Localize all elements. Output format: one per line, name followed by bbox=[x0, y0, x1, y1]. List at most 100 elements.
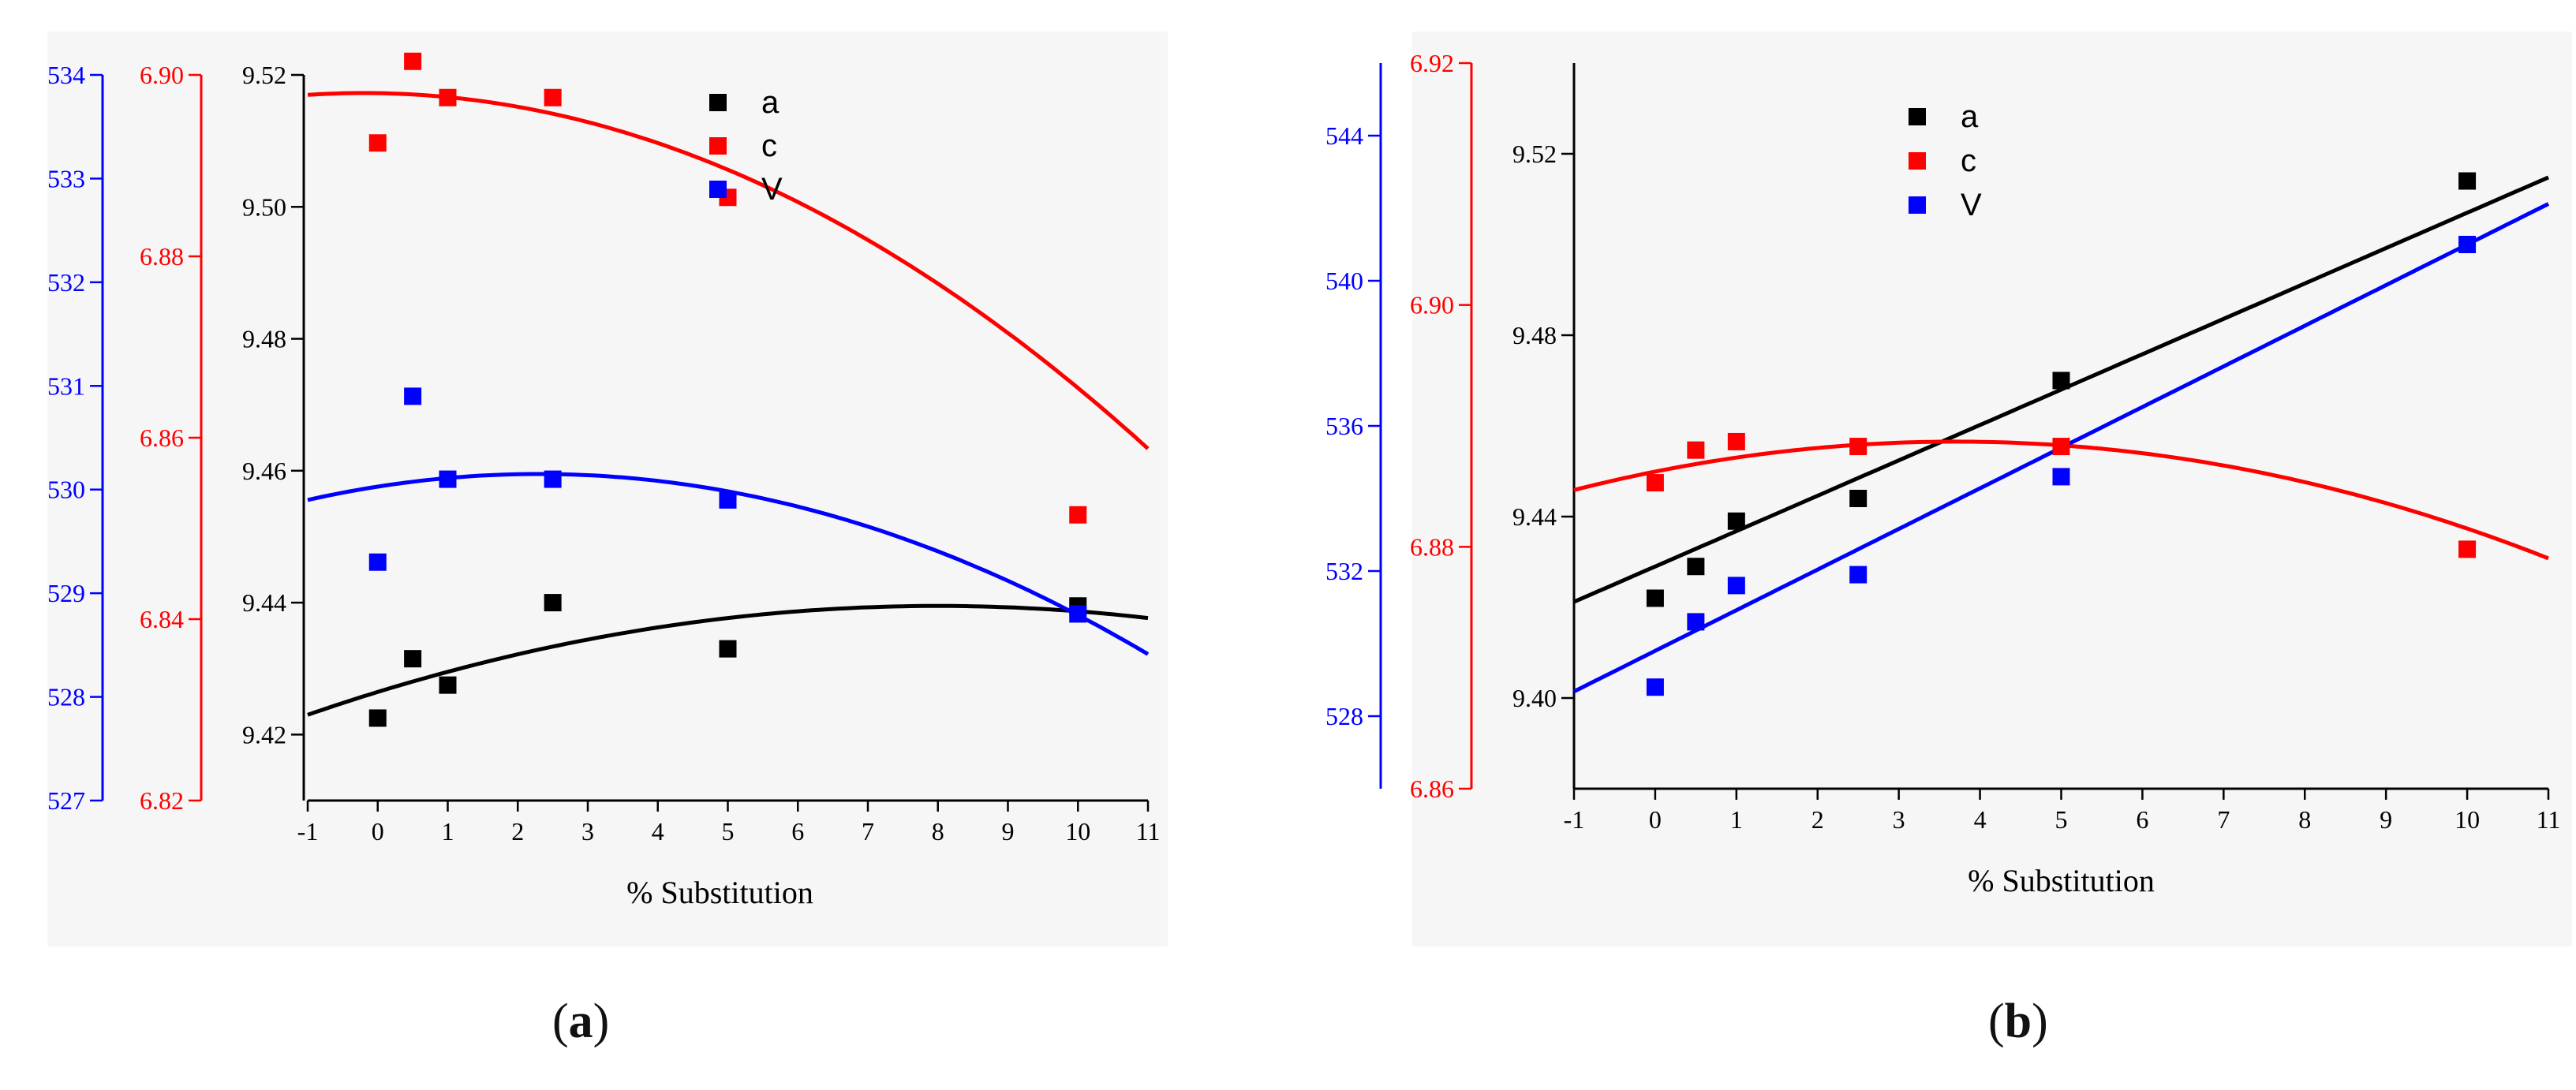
chart-b-point-a bbox=[2052, 371, 2070, 390]
chart-a-x-tick-label: 0 bbox=[372, 817, 384, 845]
chart-a-point-a bbox=[404, 650, 422, 668]
chart-panel-b: -1 0 1 2 3 4 5 6 7 8 9 10 11 % Substitution 9.40 9.44 9.… bbox=[1325, 32, 2572, 946]
chart-a-y-tick-label-V: 534 bbox=[47, 61, 85, 89]
chart-a-y-tick-label-c: 6.90 bbox=[140, 61, 184, 89]
chart-b-x-tick-label: 2 bbox=[1811, 805, 1824, 834]
chart-b-point-c bbox=[1727, 432, 1745, 450]
chart-b-x-tick-label: 10 bbox=[2454, 805, 2480, 834]
chart-b-x-tick-label: 6 bbox=[2136, 805, 2148, 834]
chart-panel-a: -1 0 1 2 3 4 5 6 7 8 9 10 11 % Substitution 9.42 9.44 9.… bbox=[47, 32, 1168, 946]
chart-a-x-tick-label: 1 bbox=[442, 817, 454, 845]
chart-a-fit-line-c bbox=[307, 91, 1150, 450]
chart-b-x-tick-label: 7 bbox=[2217, 805, 2230, 834]
chart-a-x-tick-label: 9 bbox=[1002, 817, 1015, 845]
chart-b-legend-marker-c bbox=[1909, 152, 1926, 170]
chart-b-point-V bbox=[2052, 468, 2070, 486]
chart-a-legend-label-a: a bbox=[761, 85, 780, 120]
chart-a-x-tick-label: 7 bbox=[862, 817, 874, 845]
caption-a-letter: a bbox=[568, 995, 593, 1048]
chart-b-svg: -1 0 1 2 3 4 5 6 7 8 9 10 11 % Substitution 9.40 9.44 9.… bbox=[1325, 49, 2561, 898]
chart-a-point-V bbox=[368, 553, 387, 571]
chart-a-legend-marker-c bbox=[709, 137, 727, 155]
chart-a-point-c bbox=[1069, 506, 1087, 524]
chart-a-point-c bbox=[439, 88, 457, 106]
chart-b-point-V bbox=[1687, 613, 1705, 631]
chart-b-point-c bbox=[1646, 474, 1664, 492]
chart-b-y-tick-label-c: 6.88 bbox=[1410, 532, 1454, 561]
chart-b-point-V bbox=[1646, 678, 1664, 696]
chart-b-y-tick-label-c: 6.92 bbox=[1410, 49, 1454, 77]
chart-a-point-V bbox=[544, 470, 562, 488]
chart-b-x-axis-label: % Substitution bbox=[1968, 863, 2155, 898]
chart-b-fit-line-c bbox=[1573, 439, 2549, 561]
chart-a-y-tick-label-a: 9.44 bbox=[242, 588, 286, 617]
chart-b-legend-label-V: V bbox=[1961, 188, 1982, 222]
chart-a-y-tick-label-V: 531 bbox=[47, 371, 85, 400]
chart-b-x-tick-label: -1 bbox=[1564, 805, 1585, 834]
chart-a-point-a bbox=[544, 594, 562, 612]
chart-b-legend-label-c: c bbox=[1961, 144, 1976, 178]
chart-a-y-tick-label-a: 9.52 bbox=[242, 61, 286, 89]
chart-a-y-tick-label-a: 9.46 bbox=[242, 457, 286, 485]
chart-a-point-c bbox=[368, 134, 387, 152]
chart-b-y-tick-label-V: 532 bbox=[1325, 557, 1363, 585]
chart-a-y-tick-label-a: 9.42 bbox=[242, 720, 286, 748]
chart-a-point-V bbox=[1069, 605, 1087, 623]
chart-a-y-tick-label-c: 6.84 bbox=[140, 605, 184, 633]
chart-a-y-tick-label-V: 532 bbox=[47, 268, 85, 297]
chart-b-fit-line-a bbox=[1572, 175, 2550, 604]
chart-b-point-a bbox=[1849, 490, 1868, 507]
chart-a-legend-label-c: c bbox=[761, 129, 777, 163]
chart-a-y-tick-label-c: 6.82 bbox=[140, 786, 184, 815]
chart-a-x-tick-label: -1 bbox=[297, 817, 319, 845]
chart-b-x-tick-label: 8 bbox=[2298, 805, 2311, 834]
chart-b-point-a bbox=[2458, 172, 2477, 190]
chart-b-y-tick-label-c: 6.86 bbox=[1410, 775, 1454, 803]
chart-a-point-a bbox=[719, 640, 737, 658]
chart-a-x-tick-label: 2 bbox=[511, 817, 524, 845]
chart-a-legend-marker-a bbox=[709, 94, 727, 111]
caption-b-letter: b bbox=[2004, 995, 2032, 1048]
chart-b-point-c bbox=[2052, 438, 2070, 456]
chart-a-y-tick-label-a: 9.50 bbox=[242, 192, 286, 221]
chart-b-x-tick-label: 3 bbox=[1893, 805, 1905, 834]
chart-b-point-a bbox=[1646, 589, 1664, 607]
caption-b: (b) bbox=[1988, 995, 2048, 1048]
chart-a-point-V bbox=[404, 387, 422, 405]
chart-a-x-axis-label: % Substitution bbox=[626, 875, 813, 910]
chart-b-legend-label-a: a bbox=[1961, 99, 1979, 134]
chart-b-y-tick-label-V: 544 bbox=[1325, 121, 1363, 150]
chart-b-legend-marker-a bbox=[1909, 108, 1926, 125]
chart-a-y-tick-label-c: 6.88 bbox=[140, 242, 184, 271]
chart-b-y-tick-label-V: 536 bbox=[1325, 412, 1363, 440]
chart-b-x-tick-label: 11 bbox=[2537, 805, 2561, 834]
chart-b-y-tick-label-a: 9.40 bbox=[1512, 684, 1557, 712]
chart-a-x-tick-label: 8 bbox=[932, 817, 944, 845]
chart-b-x-tick-label: 4 bbox=[1974, 805, 1987, 834]
chart-b-point-V bbox=[1727, 577, 1745, 595]
chart-b-x-tick-label: 1 bbox=[1730, 805, 1743, 834]
chart-b-y-tick-label-V: 540 bbox=[1325, 267, 1363, 295]
chart-b-x-tick-label: 0 bbox=[1649, 805, 1662, 834]
chart-a-legend-marker-V bbox=[709, 181, 727, 198]
chart-a-y-tick-label-c: 6.86 bbox=[140, 424, 184, 452]
chart-b-x-tick-label: 5 bbox=[2055, 805, 2068, 834]
chart-b-y-tick-label-a: 9.52 bbox=[1512, 140, 1557, 168]
chart-b-point-a bbox=[1687, 558, 1705, 576]
chart-a-y-tick-label-V: 533 bbox=[47, 164, 85, 192]
chart-a-y-tick-label-V: 528 bbox=[47, 683, 85, 711]
chart-b-y-tick-label-V: 528 bbox=[1325, 702, 1363, 730]
chart-b-y-tick-label-a: 9.44 bbox=[1512, 502, 1557, 531]
chart-a-point-c bbox=[544, 88, 562, 106]
chart-a-y-tick-label-V: 527 bbox=[47, 786, 85, 815]
chart-a-point-V bbox=[439, 470, 457, 488]
chart-a-y-tick-label-a: 9.48 bbox=[242, 325, 286, 353]
chart-a-point-V bbox=[719, 491, 737, 509]
chart-b-point-V bbox=[2458, 236, 2477, 253]
chart-a-y-tick-label-V: 529 bbox=[47, 579, 85, 607]
chart-a-fit-line-a bbox=[307, 603, 1149, 717]
chart-b-point-c bbox=[1687, 441, 1705, 459]
chart-a-legend-label-V: V bbox=[761, 172, 783, 207]
chart-b-point-a bbox=[1727, 512, 1745, 530]
chart-a-x-tick-label: 4 bbox=[652, 817, 664, 845]
